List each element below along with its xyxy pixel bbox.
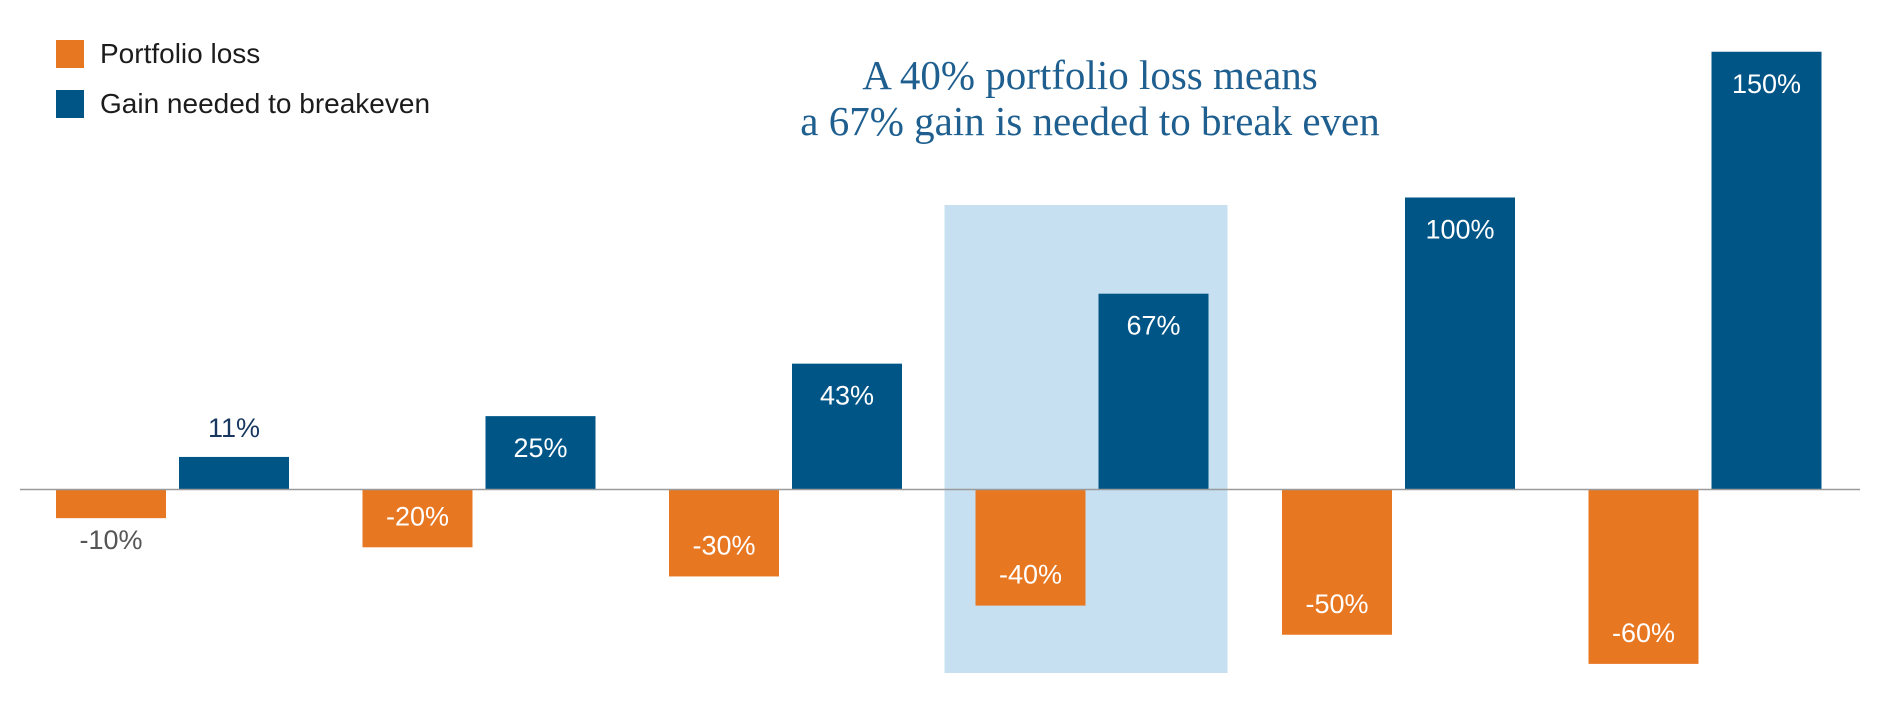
data-label-loss-4: -40%	[999, 560, 1062, 590]
bar-portfolio-loss-6	[1588, 489, 1699, 664]
data-label-loss-3: -30%	[692, 530, 755, 560]
data-label-gain-2: 25%	[513, 433, 567, 463]
chart-callout: A 40% portfolio loss means a 67% gain is…	[720, 52, 1460, 144]
callout-line-2: a 67% gain is needed to break even	[800, 98, 1380, 144]
data-label-loss-1: -10%	[79, 525, 142, 555]
legend-item-gain-needed: Gain needed to breakeven	[56, 88, 430, 120]
bar-gain-needed-6	[1711, 51, 1822, 489]
bar-portfolio-loss-2	[362, 489, 473, 548]
data-label-gain-5: 100%	[1425, 215, 1494, 245]
legend-label-gain: Gain needed to breakeven	[100, 88, 431, 119]
legend-label-loss: Portfolio loss	[100, 38, 261, 69]
bar-portfolio-loss-5	[1282, 489, 1392, 635]
bar-gain-needed-3	[792, 363, 902, 489]
bar-gain-needed-2	[485, 416, 596, 489]
callout-line-1: A 40% portfolio loss means	[862, 52, 1318, 98]
bar-gain-needed-4	[1098, 293, 1209, 489]
data-label-gain-6: 150%	[1732, 69, 1801, 99]
bar-gain-needed-5	[1405, 197, 1515, 489]
data-label-loss-5: -50%	[1305, 589, 1368, 619]
bar-portfolio-loss-3	[669, 489, 779, 577]
bar-portfolio-loss-4	[975, 489, 1086, 606]
data-label-gain-1: 11%	[208, 413, 260, 443]
data-label-gain-3: 43%	[820, 381, 874, 411]
data-label-loss-6: -60%	[1612, 618, 1675, 648]
data-label-gain-4: 67%	[1126, 311, 1180, 341]
bar-gain-needed-1	[179, 456, 289, 489]
data-label-loss-2: -20%	[386, 501, 449, 531]
legend-swatch-gain	[56, 90, 84, 118]
chart-legend: Portfolio loss Gain needed to breakeven	[56, 38, 430, 138]
bar-portfolio-loss-1	[56, 489, 166, 519]
legend-item-portfolio-loss: Portfolio loss	[56, 38, 430, 70]
legend-swatch-loss	[56, 40, 84, 68]
